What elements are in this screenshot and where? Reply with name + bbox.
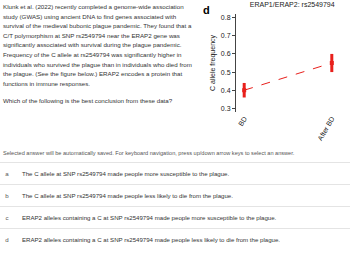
html-text:Which of the following is the: Which of the following is the best concl… (3, 97, 173, 105)
html-text:d: d (203, 4, 210, 16)
svg-text:0.3: 0.3 (221, 105, 231, 112)
svg-text:After BD: After BD (316, 115, 335, 141)
svg-text:0.4: 0.4 (221, 87, 231, 94)
html-text:b: b (5, 192, 9, 199)
svg-text:ERAP1/ERAP2: rs2549794: ERAP1/ERAP2: rs2549794 (250, 1, 335, 8)
svg-text:0.5: 0.5 (221, 69, 231, 76)
html-text:Selected answer will be automa: Selected answer will be automatically sa… (3, 150, 295, 156)
html-text:Klunk et al. (2022) recently c: Klunk et al. (2022) recently completed a… (3, 3, 192, 87)
html-text:d: d (5, 236, 9, 243)
html-text:ERAP2 alleles containing a C a: ERAP2 alleles containing a C at SNP rs25… (22, 214, 277, 221)
svg-text:BD: BD (237, 115, 248, 127)
svg-text:0.7: 0.7 (221, 32, 231, 39)
svg-text:0.8: 0.8 (221, 14, 231, 21)
html-text:The C allele at SNP rs2549794: The C allele at SNP rs2549794 made peopl… (22, 170, 230, 177)
html-text:a: a (5, 170, 9, 177)
html-text:c: c (5, 214, 9, 221)
svg-text:0.6: 0.6 (221, 50, 231, 57)
html-text:The C allele at SNP rs2549794: The C allele at SNP rs2549794 made peopl… (22, 192, 233, 199)
svg-text:C allele frequency: C allele frequency (209, 34, 217, 91)
html-text:ERAP2 alleles containing a C a: ERAP2 alleles containing a C at SNP rs25… (22, 236, 280, 243)
